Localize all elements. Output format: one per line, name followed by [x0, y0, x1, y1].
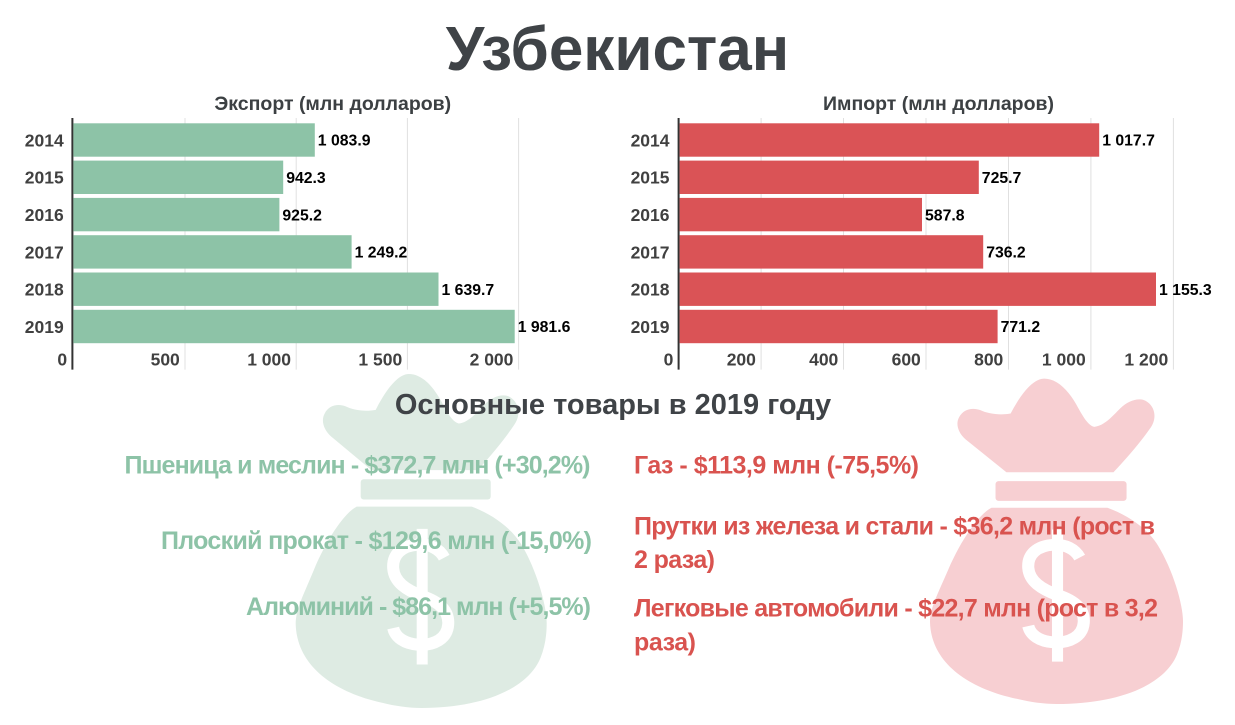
svg-text:1 000: 1 000 [247, 350, 291, 370]
svg-text:Плоский прокат - $129,6 млн (-: Плоский прокат - $129,6 млн (-15,0%) [161, 527, 592, 555]
svg-text:587.8: 587.8 [925, 207, 965, 224]
svg-text:600: 600 [892, 350, 921, 370]
svg-text:500: 500 [151, 350, 180, 370]
svg-text:2018: 2018 [631, 280, 670, 300]
svg-text:942.3: 942.3 [286, 170, 326, 187]
svg-text:2016: 2016 [631, 205, 670, 225]
svg-text:2015: 2015 [631, 168, 670, 188]
svg-text:Легковые автомобили - $22,7 мл: Легковые автомобили - $22,7 млн (рост в … [634, 595, 1158, 623]
svg-text:1 083.9: 1 083.9 [318, 133, 371, 150]
svg-text:Экспорт (млн долларов): Экспорт (млн долларов) [214, 93, 451, 115]
svg-text:1 500: 1 500 [358, 350, 402, 370]
svg-text:Пшеница и меслин - $372,7 млн: Пшеница и меслин - $372,7 млн (+30,2%) [125, 451, 591, 479]
svg-text:2 000: 2 000 [470, 350, 514, 370]
svg-text:раза): раза) [634, 628, 696, 656]
svg-text:2015: 2015 [25, 168, 64, 188]
svg-text:2019: 2019 [25, 317, 64, 337]
svg-text:2017: 2017 [25, 242, 64, 262]
svg-text:2 раза): 2 раза) [634, 546, 715, 574]
svg-text:400: 400 [809, 350, 838, 370]
svg-text:925.2: 925.2 [282, 207, 322, 224]
svg-text:0: 0 [57, 350, 67, 370]
svg-text:1 155.3: 1 155.3 [1159, 282, 1212, 299]
svg-text:1 639.7: 1 639.7 [442, 282, 495, 299]
svg-text:2016: 2016 [25, 205, 64, 225]
svg-text:2014: 2014 [631, 130, 670, 150]
svg-text:736.2: 736.2 [986, 245, 1026, 262]
svg-text:2018: 2018 [25, 280, 64, 300]
svg-text:1 249.2: 1 249.2 [355, 245, 408, 262]
svg-text:1 981.6: 1 981.6 [518, 319, 571, 336]
svg-text:Импорт (млн долларов): Импорт (млн долларов) [823, 93, 1054, 115]
svg-text:Узбекистан: Узбекистан [446, 15, 789, 84]
svg-text:Алюминий - $86,1 млн (+5,5%): Алюминий - $86,1 млн (+5,5%) [246, 593, 591, 621]
svg-text:800: 800 [974, 350, 1003, 370]
svg-text:2014: 2014 [25, 130, 64, 150]
svg-text:771.2: 771.2 [1001, 319, 1041, 336]
svg-text:2017: 2017 [631, 242, 670, 262]
svg-text:Основные товары в 2019 году: Основные товары в 2019 году [395, 389, 831, 421]
svg-text:Прутки из железа и стали - $36: Прутки из железа и стали - $36,2 млн (ро… [634, 512, 1155, 540]
svg-text:200: 200 [727, 350, 756, 370]
svg-text:1 200: 1 200 [1124, 350, 1168, 370]
svg-text:725.7: 725.7 [982, 170, 1022, 187]
svg-text:0: 0 [664, 350, 674, 370]
svg-text:1 017.7: 1 017.7 [1102, 133, 1155, 150]
svg-text:1 000: 1 000 [1042, 350, 1086, 370]
svg-text:2019: 2019 [631, 317, 670, 337]
svg-text:Газ - $113,9 млн (-75,5%): Газ - $113,9 млн (-75,5%) [634, 451, 919, 479]
